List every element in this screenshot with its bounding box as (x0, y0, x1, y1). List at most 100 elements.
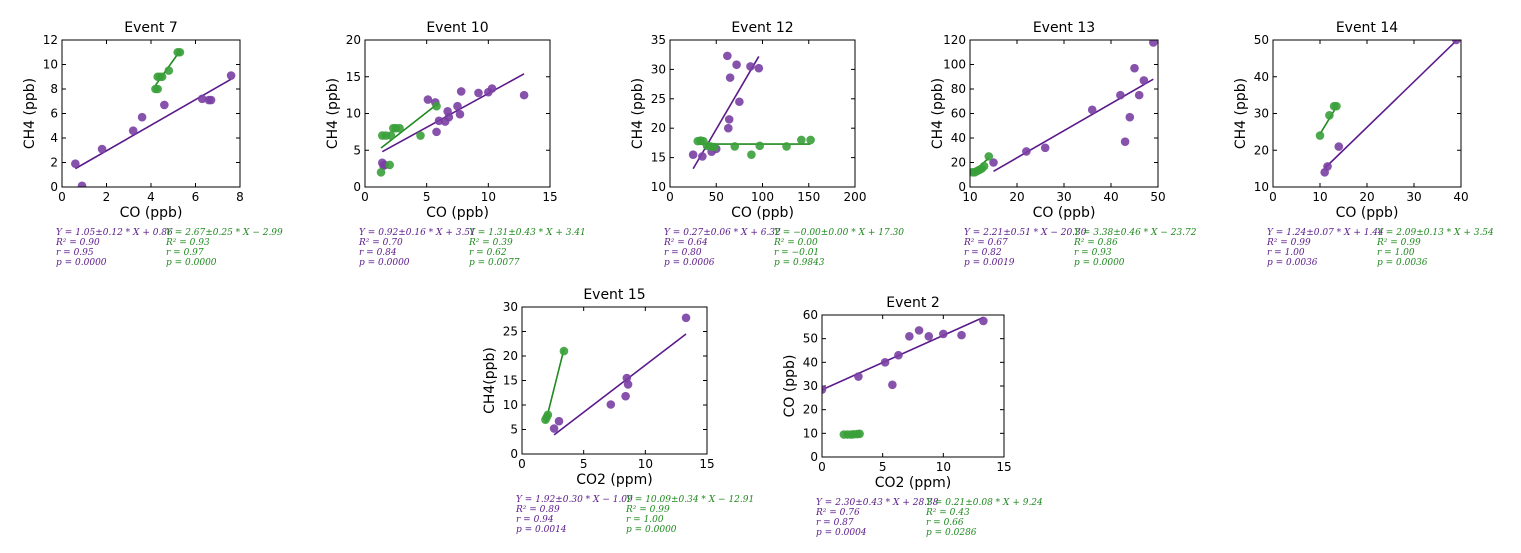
data-point-green (376, 168, 386, 177)
fit-stat-purple: p = 0.0006 (664, 258, 715, 268)
y-tick-label: 10 (651, 180, 666, 194)
chart-title: Event 7 (124, 20, 177, 36)
fit-stat-purple: r = 1.00 (1267, 248, 1305, 258)
plot-area (1315, 40, 1461, 177)
x-axis-label: CO2 (ppm) (576, 472, 653, 488)
y-tick-label: 30 (651, 62, 666, 76)
data-point-green (1332, 101, 1341, 111)
plot-area (541, 313, 691, 436)
data-point-purple (622, 373, 632, 383)
plot-frame (521, 306, 708, 455)
y-tick-label: 30 (1254, 107, 1269, 121)
y-tick-label: 20 (1254, 143, 1269, 157)
x-tick-label: 6 (192, 190, 200, 204)
data-point-purple (623, 380, 633, 389)
data-point-purple (226, 71, 236, 80)
fit-stat-green: R² = 0.99 (1376, 238, 1421, 248)
data-point-green (175, 47, 185, 57)
x-tick-label: 30 (1056, 190, 1071, 204)
fit-stat-purple: r = 0.95 (56, 248, 94, 258)
plot-frame (61, 39, 241, 188)
fit-stat-purple: r = 0.82 (964, 248, 1002, 258)
data-point-purple (1022, 147, 1031, 156)
x-tick-label: 10 (481, 190, 496, 204)
data-point-purple (1120, 137, 1130, 146)
y-tick-label: 5 (510, 423, 518, 437)
y-tick-label: 10 (503, 398, 518, 412)
y-axis-label: CO (ppb) (782, 355, 798, 418)
fit-stat-green: p = 0.0286 (926, 528, 977, 538)
y-tick-label: 0 (50, 180, 58, 194)
fit-stat-purple: Y = 2.30±0.43 * X + 28.38 (816, 498, 939, 508)
x-tick-label: 30 (1406, 190, 1421, 204)
data-point-green (806, 135, 815, 145)
chart-title: Event 13 (1033, 20, 1095, 36)
y-tick-label: 60 (803, 308, 818, 322)
x-tick-label: 0 (818, 460, 826, 474)
x-tick-label: 20 (1009, 190, 1024, 204)
x-tick-label: 40 (1453, 190, 1468, 204)
fit-stat-purple: Y = 0.92±0.16 * X + 3.51 (359, 228, 476, 238)
fit-stat-green: Y = 2.67±0.25 * X − 2.99 (166, 228, 283, 238)
y-tick-label: 60 (951, 107, 966, 121)
data-point-green (1315, 131, 1325, 140)
data-point-green (782, 142, 791, 151)
data-point-purple (621, 391, 630, 401)
y-tick-label: 25 (503, 325, 518, 339)
data-point-green (153, 84, 162, 94)
fit-stat-purple: R² = 0.64 (663, 238, 708, 248)
x-tick-label: 15 (542, 190, 557, 204)
data-point-purple (894, 350, 903, 360)
data-point-purple (1040, 143, 1050, 153)
x-tick-label: 5 (879, 460, 887, 474)
plot-area (376, 73, 529, 177)
data-point-purple (128, 126, 138, 135)
y-tick-label: 0 (510, 447, 518, 461)
x-axis-label: CO (ppb) (1033, 205, 1096, 221)
data-point-purple (888, 380, 897, 390)
data-point-purple (519, 90, 529, 100)
plot-frame (1272, 39, 1462, 188)
data-point-green (710, 142, 719, 152)
chart-panel-1: Event 7 0 2 4 6 8 0 2 4 6 8 10 12 CO (ppb) CH4 (ppb) Y … (22, 20, 283, 268)
y-tick-label: 20 (651, 121, 666, 135)
x-axis-label: CO (ppb) (731, 205, 794, 221)
data-point-purple (432, 127, 441, 137)
data-point-green (984, 152, 994, 161)
data-point-purple (754, 63, 764, 73)
y-tick-label: 10 (346, 107, 361, 121)
fit-stat-green: R² = 0.93 (165, 238, 210, 248)
y-axis-label: CH4 (ppb) (22, 78, 38, 149)
plot-frame (821, 314, 1005, 458)
data-point-purple (989, 158, 998, 167)
data-point-purple (914, 326, 924, 335)
y-tick-label: 0 (353, 180, 361, 194)
chart-panel-2: Event 10 0 5 10 15 0 5 10 15 20 CO (ppb) CH4 (ppb) Y… (325, 20, 586, 268)
data-point-purple (924, 332, 934, 341)
fit-line-purple (553, 333, 687, 436)
data-point-purple (71, 159, 80, 169)
fit-stat-purple: R² = 0.89 (515, 505, 560, 515)
x-tick-label: 5 (423, 190, 431, 204)
x-tick-label: 15 (699, 457, 714, 471)
data-point-green (164, 66, 174, 75)
data-point-purple (606, 400, 616, 409)
x-tick-label: 10 (936, 460, 951, 474)
x-axis-label: CO (ppb) (426, 205, 489, 221)
fit-line-purple (692, 56, 760, 170)
data-point-purple (724, 115, 734, 124)
x-tick-label: 0 (666, 190, 674, 204)
fit-stat-green: p = 0.0036 (1377, 258, 1428, 268)
data-point-green (755, 141, 765, 151)
data-point-purple (688, 150, 698, 159)
y-tick-label: 20 (951, 156, 966, 170)
x-tick-label: 4 (147, 190, 155, 204)
data-point-purple (854, 372, 863, 381)
data-point-purple (979, 316, 988, 326)
data-point-purple (456, 87, 466, 96)
x-tick-label: 40 (1103, 190, 1118, 204)
data-point-purple (444, 112, 454, 122)
data-point-green (797, 135, 806, 145)
fit-stat-green: Y = 10.09±0.34 * X − 12.91 (626, 495, 754, 505)
